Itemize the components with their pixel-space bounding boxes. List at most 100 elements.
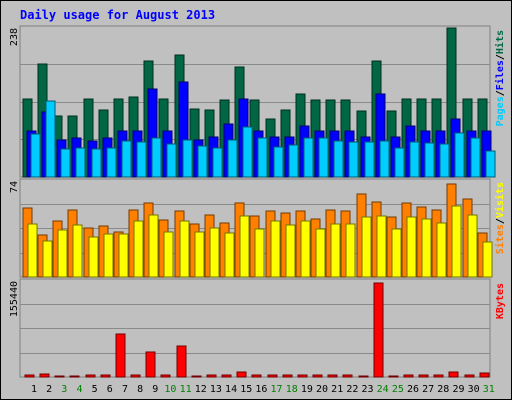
chart-title: Daily usage for August 2013: [20, 8, 215, 22]
bar-pages-day-6: [106, 147, 117, 178]
bar-pages-day-16: [257, 137, 268, 178]
bar-kbytes-day-1: [24, 374, 35, 378]
bar-visits-day-27: [421, 218, 432, 278]
x-tick-label-day-25: 25: [392, 384, 404, 395]
bar-visits-day-25: [391, 228, 402, 278]
x-tick-label-day-31: 31: [483, 384, 495, 395]
y-tick-label: 155440: [9, 281, 20, 317]
bar-visits-day-26: [406, 216, 417, 278]
bar-pages-day-1: [30, 133, 41, 178]
bar-visits-day-7: [118, 233, 129, 278]
x-tick-label-day-1: 1: [31, 384, 37, 395]
bar-pages-day-11: [182, 139, 193, 178]
bar-kbytes-day-20: [312, 374, 323, 378]
chart-panels: 238 Pages/Files/Hits 74 Sites/Visits 155440 K…: [9, 25, 506, 378]
bar-kbytes-day-13: [206, 374, 217, 378]
bar-kbytes-day-31: [479, 372, 490, 378]
bar-pages-day-2: [45, 100, 56, 178]
bar-kbytes-day-25: [388, 375, 399, 378]
bar-pages-day-4: [75, 147, 86, 178]
x-tick-label-day-9: 9: [152, 384, 158, 395]
bar-visits-day-15: [239, 215, 250, 278]
bar-pages-day-22: [348, 141, 359, 178]
bar-pages-day-27: [424, 142, 435, 178]
x-tick-label-day-29: 29: [452, 384, 464, 395]
bar-kbytes-day-23: [358, 375, 369, 378]
x-tick-label-day-21: 21: [331, 384, 343, 395]
x-tick-label-day-23: 23: [361, 384, 373, 395]
bar-visits-day-9: [148, 214, 159, 278]
legend-entry-kbytes: KBytes: [495, 283, 506, 319]
bar-kbytes-day-26: [403, 374, 414, 378]
x-tick-label-day-12: 12: [195, 384, 207, 395]
bar-pages-day-12: [197, 145, 208, 178]
bar-visits-day-17: [270, 220, 281, 278]
bar-visits-day-24: [376, 215, 387, 278]
bar-kbytes-day-2: [39, 373, 50, 378]
panel-2: 74 Sites/Visits: [9, 178, 506, 278]
x-tick-label-day-30: 30: [468, 384, 480, 395]
bar-kbytes-day-7: [115, 333, 126, 378]
bar-kbytes-day-22: [342, 374, 353, 378]
bar-pages-day-24: [379, 140, 390, 178]
bar-pages-day-15: [242, 126, 253, 178]
x-tick-label-day-27: 27: [422, 384, 434, 395]
y-tick-label: 74: [9, 181, 20, 193]
bar-visits-day-22: [345, 223, 356, 278]
bar-pages-day-31: [485, 150, 496, 178]
legend-entry-visits: Visits: [494, 182, 506, 218]
bar-visits-day-2: [42, 240, 53, 278]
bar-visits-day-23: [361, 216, 372, 278]
bar-kbytes-day-11: [176, 345, 187, 378]
bar-visits-day-3: [57, 229, 68, 278]
legend: Pages/Files/Hits: [494, 30, 506, 126]
bar-kbytes-day-21: [327, 374, 338, 378]
bar-pages-day-9: [151, 137, 162, 178]
x-tick-label-day-11: 11: [180, 384, 192, 395]
legend: KBytes: [495, 283, 506, 319]
bar-pages-day-26: [409, 141, 420, 178]
x-tick-label-day-8: 8: [137, 384, 143, 395]
x-tick-label-day-17: 17: [271, 384, 283, 395]
bar-pages-day-28: [439, 143, 450, 178]
x-tick-label-day-6: 6: [107, 384, 113, 395]
bar-pages-day-5: [91, 148, 102, 178]
legend-separator: /: [495, 54, 506, 60]
bar-visits-day-19: [300, 220, 311, 278]
x-tick-label-day-4: 4: [76, 384, 82, 395]
bar-kbytes-day-10: [160, 374, 171, 378]
bar-kbytes-day-5: [85, 374, 96, 378]
bar-pages-day-10: [166, 143, 177, 178]
bar-kbytes-day-24: [373, 282, 384, 378]
bar-pages-day-21: [333, 140, 344, 178]
x-tick-label-day-19: 19: [301, 384, 313, 395]
x-tick-label-day-24: 24: [377, 384, 389, 395]
legend-entry-hits: Hits: [494, 30, 506, 54]
bar-kbytes-day-18: [282, 374, 293, 378]
bar-kbytes-day-14: [221, 374, 232, 378]
bar-kbytes-day-3: [54, 375, 65, 378]
bar-kbytes-day-30: [464, 374, 475, 378]
x-tick-label-day-7: 7: [122, 384, 128, 395]
bar-visits-day-18: [285, 224, 296, 278]
bar-pages-day-25: [394, 147, 405, 178]
bar-kbytes-day-19: [297, 374, 308, 378]
x-tick-label-day-2: 2: [46, 384, 52, 395]
x-tick-label-day-14: 14: [225, 384, 237, 395]
day-labels: 1 2 3 4 5 6 7 8 9 10 11 12 13 14 15 16 17 18 19 20 21 22 23 24 2…: [31, 384, 495, 395]
bar-visits-day-29: [451, 205, 462, 278]
legend: Sites/Visits: [494, 182, 506, 254]
x-tick-label-day-5: 5: [92, 384, 98, 395]
bar-visits-day-1: [27, 223, 38, 278]
bar-visits-day-20: [315, 228, 326, 278]
bar-kbytes-day-9: [145, 351, 156, 378]
x-tick-label-day-18: 18: [286, 384, 298, 395]
bar-pages-day-7: [121, 140, 132, 178]
x-tick-label-day-16: 16: [255, 384, 267, 395]
bar-kbytes-day-17: [267, 374, 278, 378]
bar-kbytes-day-4: [69, 375, 80, 378]
bar-visits-day-10: [163, 231, 174, 278]
panel-3: 155440 KBytes: [9, 278, 506, 378]
y-tick-label: 238: [9, 28, 20, 46]
